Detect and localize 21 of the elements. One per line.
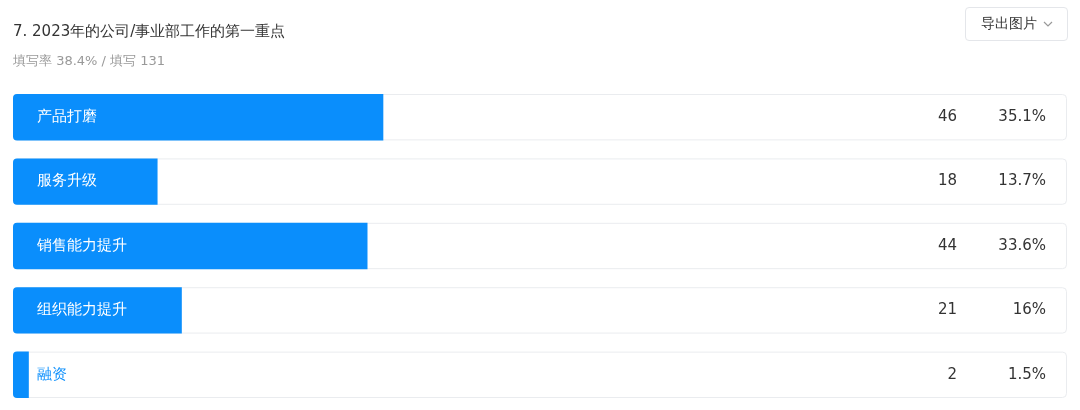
chart-title: 7. 2023年的公司/事业部工作的第一重点 (13, 22, 286, 41)
data-label: 16% (1012, 300, 1046, 319)
text: 46 (937, 107, 957, 126)
y-tick-label: 销售能力提升 (36, 235, 127, 254)
bar (13, 287, 182, 334)
data-label: 35.1% (998, 107, 1046, 126)
y-tick-label: 融资 (37, 364, 67, 383)
data-label: 13.7% (998, 171, 1046, 190)
text: 21 (937, 300, 957, 319)
text: 44 (937, 235, 957, 254)
text: 18 (937, 171, 957, 190)
y-tick-label: 服务升级 (37, 171, 97, 190)
text: 2 (947, 364, 957, 383)
text: 导出图片 (980, 15, 1037, 33)
bar (13, 351, 29, 398)
data-label: 33.6% (998, 235, 1046, 254)
y-tick-label: 组织能力提升 (37, 300, 127, 319)
bar (13, 158, 158, 205)
y-tick-label: 产品打磨 (37, 107, 97, 126)
chart-subtitle: 填写率 38.4% / 填写 131 (13, 52, 166, 70)
data-label: 1.5% (1007, 364, 1046, 383)
